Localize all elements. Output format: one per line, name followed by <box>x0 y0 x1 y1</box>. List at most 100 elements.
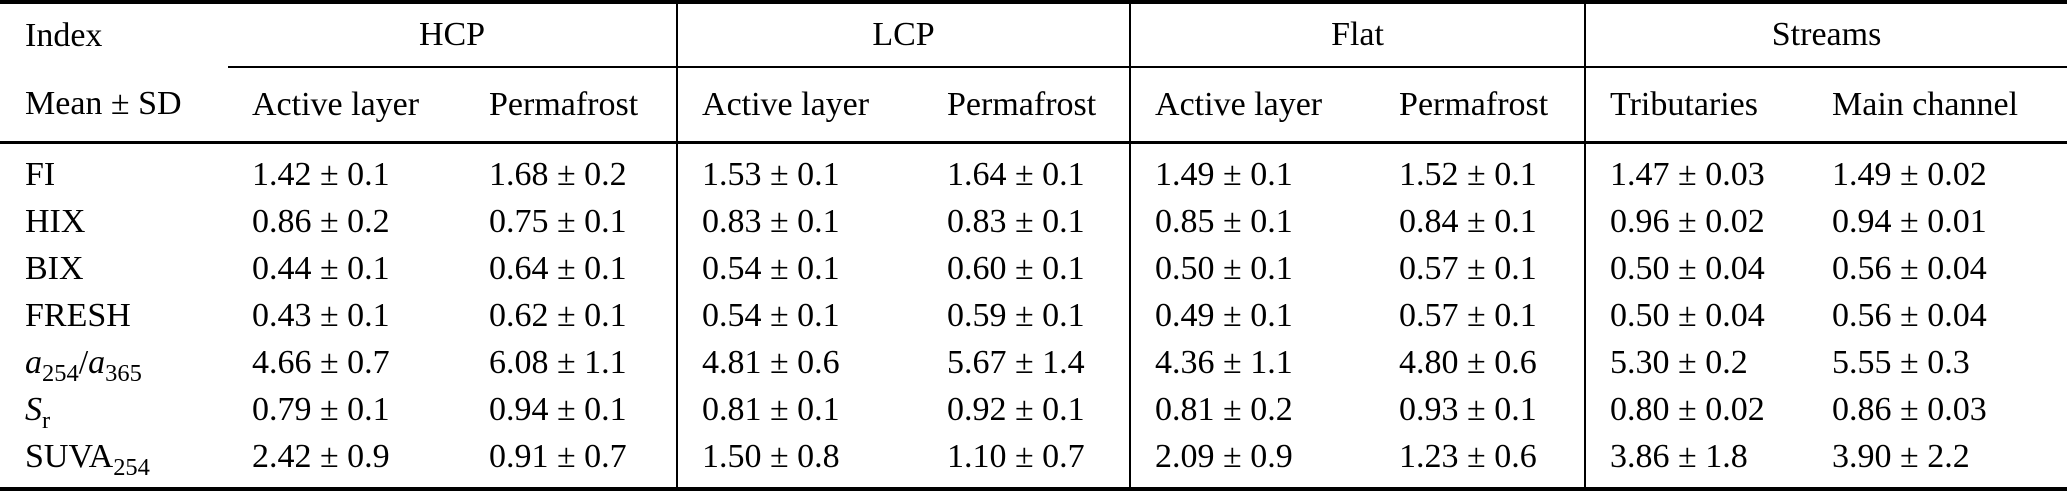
table-row: BIX 0.44 ± 0.1 0.64 ± 0.1 0.54 ± 0.1 0.60 ± … <box>0 245 2067 292</box>
index-label-segment: r <box>42 406 51 433</box>
value-cell: 0.85 ± 0.1 <box>1129 198 1376 245</box>
index-cell: HIX <box>0 198 228 245</box>
value-cell: 0.94 ± 0.01 <box>1832 202 1987 240</box>
value-cell: 1.50 ± 0.8 <box>676 433 924 489</box>
value-cell: 0.86 ± 0.03 <box>1832 390 1987 428</box>
value-cell: 0.79 ± 0.1 <box>252 390 390 428</box>
value-cell: 1.49 ± 0.02 <box>1832 155 1987 193</box>
value-cell: 1.64 ± 0.1 <box>947 155 1085 193</box>
value-cell: 0.44 ± 0.1 <box>252 249 390 287</box>
index-cell: Sr <box>0 386 228 433</box>
index-cell: BIX <box>0 245 228 292</box>
group-header-lcp: LCP <box>676 2 1131 68</box>
value-cell: 3.86 ± 1.8 <box>1584 433 1809 489</box>
value-cell: 2.42 ± 0.9 <box>252 437 390 475</box>
value-cell: 0.75 ± 0.1 <box>489 202 627 240</box>
index-label-segment: 254 <box>113 453 150 481</box>
index-cell: FI <box>0 143 228 199</box>
value-cell: 0.57 ± 0.1 <box>1399 296 1537 334</box>
col-header-flat-active-layer: Active layer <box>1129 67 1376 144</box>
value-cell: 1.68 ± 0.2 <box>489 155 627 193</box>
value-cell: 0.80 ± 0.02 <box>1584 386 1809 433</box>
value-cell: 0.59 ± 0.1 <box>947 296 1085 334</box>
value-cell: 0.50 ± 0.04 <box>1584 245 1809 292</box>
value-cell: 1.49 ± 0.1 <box>1129 142 1376 198</box>
value-cell: 0.43 ± 0.1 <box>252 296 390 334</box>
group-header-hcp: HCP <box>228 2 678 68</box>
index-label-segment: S <box>25 390 42 428</box>
value-cell: 0.81 ± 0.2 <box>1129 386 1376 433</box>
index-cell: SUVA254 <box>0 433 228 489</box>
index-label-segment: 365 <box>105 359 142 386</box>
value-cell: 6.08 ± 1.1 <box>489 343 627 381</box>
index-cell: FRESH <box>0 292 228 339</box>
table-row: a254/a365 4.66 ± 0.7 6.08 ± 1.1 4.81 ± 0.6 5… <box>0 339 2067 386</box>
table-body: FI 1.42 ± 0.1 1.68 ± 0.2 1.53 ± 0.1 1.64 ± 0… <box>0 142 2067 489</box>
value-cell: 0.60 ± 0.1 <box>947 249 1085 287</box>
index-label-segment: FI <box>25 155 56 193</box>
col-header-flat-permafrost: Permafrost <box>1375 67 1586 144</box>
table-row: HIX 0.86 ± 0.2 0.75 ± 0.1 0.83 ± 0.1 0.83 ± … <box>0 198 2067 245</box>
index-label-segment: SUVA <box>25 437 114 475</box>
value-cell: 1.53 ± 0.1 <box>676 142 924 198</box>
value-cell: 1.10 ± 0.7 <box>947 437 1085 475</box>
sub-header-row: Mean ± SD Active layer Permafrost Active… <box>0 67 2067 144</box>
col-header-hcp-active-layer: Active layer <box>228 67 465 144</box>
mean-sd-header: Mean ± SD <box>0 67 228 144</box>
value-cell: 0.91 ± 0.7 <box>489 437 627 475</box>
value-cell: 0.93 ± 0.1 <box>1399 390 1537 428</box>
value-cell: 0.81 ± 0.1 <box>676 386 924 433</box>
value-cell: 0.94 ± 0.1 <box>489 390 627 428</box>
value-cell: 0.56 ± 0.04 <box>1832 249 1987 287</box>
table-row: Sr 0.79 ± 0.1 0.94 ± 0.1 0.81 ± 0.1 0.92 ± 0… <box>0 386 2067 433</box>
value-cell: 1.23 ± 0.6 <box>1399 437 1537 475</box>
value-cell: 0.54 ± 0.1 <box>676 245 924 292</box>
index-label-segment: BIX <box>25 249 84 287</box>
value-cell: 5.67 ± 1.4 <box>947 343 1085 381</box>
value-cell: 4.81 ± 0.6 <box>676 339 924 386</box>
value-cell: 0.84 ± 0.1 <box>1399 202 1537 240</box>
value-cell: 2.09 ± 0.9 <box>1129 433 1376 489</box>
col-header-streams-main-channel: Main channel <box>1808 67 2067 144</box>
col-header-hcp-permafrost: Permafrost <box>465 67 678 144</box>
index-label-segment: FRESH <box>25 296 131 334</box>
value-cell: 0.62 ± 0.1 <box>489 296 627 334</box>
value-cell: 3.90 ± 2.2 <box>1832 437 1970 475</box>
group-header-row: Index HCP LCP Flat Streams <box>0 2 2067 68</box>
table-row: FI 1.42 ± 0.1 1.68 ± 0.2 1.53 ± 0.1 1.64 ± 0… <box>0 142 2067 199</box>
col-header-streams-tributaries: Tributaries <box>1584 67 1809 144</box>
value-cell: 4.36 ± 1.1 <box>1129 339 1376 386</box>
value-cell: 4.80 ± 0.6 <box>1399 343 1537 381</box>
value-cell: 0.54 ± 0.1 <box>676 292 924 339</box>
index-label-segment: a <box>88 343 106 381</box>
table-row: SUVA254 2.42 ± 0.9 0.91 ± 0.7 1.50 ± 0.8 1.1… <box>0 433 2067 489</box>
value-cell: 0.96 ± 0.02 <box>1584 198 1809 245</box>
index-header: Index <box>25 16 103 54</box>
value-cell: 0.83 ± 0.1 <box>947 202 1085 240</box>
value-cell: 0.50 ± 0.04 <box>1584 292 1809 339</box>
value-cell: 0.56 ± 0.04 <box>1832 296 1987 334</box>
value-cell: 0.49 ± 0.1 <box>1129 292 1376 339</box>
index-label-segment: / <box>78 343 89 381</box>
col-header-lcp-permafrost: Permafrost <box>923 67 1131 144</box>
index-cell: a254/a365 <box>0 339 228 386</box>
value-cell: 0.83 ± 0.1 <box>676 198 924 245</box>
value-cell: 0.86 ± 0.2 <box>252 202 390 240</box>
value-cell: 5.55 ± 0.3 <box>1832 343 1970 381</box>
col-header-lcp-active-layer: Active layer <box>676 67 924 144</box>
index-label-segment: a <box>25 343 42 381</box>
group-header-streams: Streams <box>1584 2 2067 68</box>
table-header: Index HCP LCP Flat Streams Mean ± SD Act… <box>0 2 2067 144</box>
value-cell: 0.92 ± 0.1 <box>947 390 1085 428</box>
value-cell: 1.42 ± 0.1 <box>252 155 390 193</box>
value-cell: 1.47 ± 0.03 <box>1584 142 1809 198</box>
value-cell: 0.64 ± 0.1 <box>489 249 627 287</box>
index-label-segment: HIX <box>25 202 86 240</box>
table-row: FRESH 0.43 ± 0.1 0.62 ± 0.1 0.54 ± 0.1 0.59 … <box>0 292 2067 339</box>
group-header-flat: Flat <box>1129 2 1586 68</box>
value-cell: 5.30 ± 0.2 <box>1584 339 1809 386</box>
value-cell: 4.66 ± 0.7 <box>252 343 390 381</box>
value-cell: 1.52 ± 0.1 <box>1399 155 1537 193</box>
value-cell: 0.57 ± 0.1 <box>1399 249 1537 287</box>
